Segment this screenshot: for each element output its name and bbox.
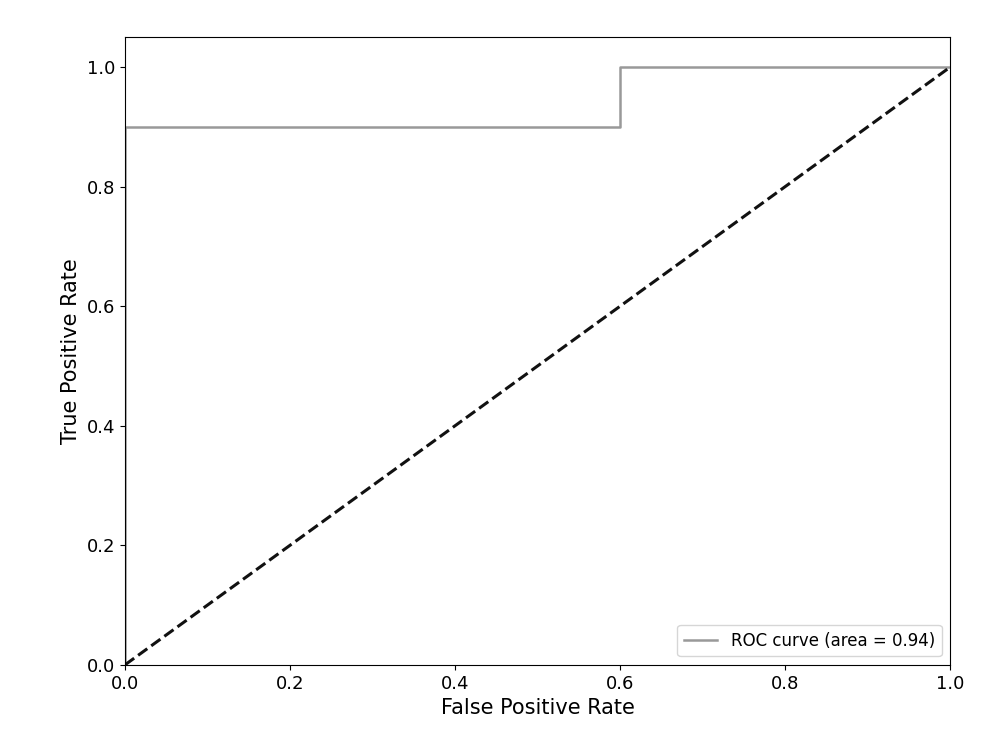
Y-axis label: True Positive Rate: True Positive Rate	[61, 258, 81, 444]
Legend: ROC curve (area = 0.94): ROC curve (area = 0.94)	[677, 625, 942, 657]
X-axis label: False Positive Rate: False Positive Rate	[441, 698, 634, 718]
